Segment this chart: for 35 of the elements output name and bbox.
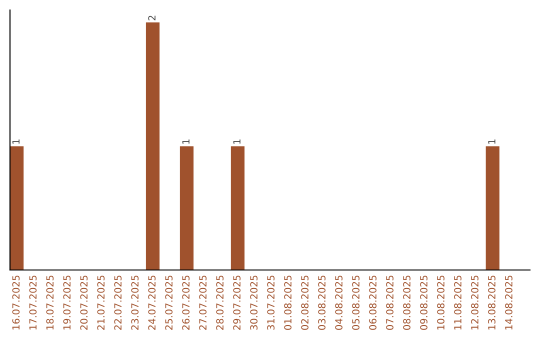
x-tick-label: 26.07.2025 [182,276,190,330]
x-tick-label: 30.07.2025 [250,276,258,330]
x-tick-label: 13.08.2025 [488,276,496,330]
x-tick-label: 31.07.2025 [267,276,275,330]
data-label: 1 [182,140,190,144]
x-tick-label: 16.07.2025 [12,276,20,330]
x-tick-label: 29.07.2025 [233,276,241,330]
x-tick-label: 03.08.2025 [318,276,326,330]
x-tick-label: 07.08.2025 [386,276,394,330]
x-tick-label: 01.08.2025 [284,276,292,330]
x-tick-label: 02.08.2025 [301,276,309,330]
x-tick-label: 25.07.2025 [165,276,173,330]
x-tick-label: 23.07.2025 [131,276,139,330]
x-tick-label: 21.07.2025 [97,276,105,330]
x-tick-label: 08.08.2025 [403,276,410,330]
x-tick-label: 09.08.2025 [420,276,428,330]
x-tick-label: 14.08.2025 [505,276,512,330]
x-tick-label: 05.08.2025 [352,276,360,330]
x-tick-label: 18.07.2025 [46,276,54,330]
x-tick-label: 11.08.2025 [454,276,462,330]
x-tick-label: 17.07.2025 [29,276,37,330]
x-tick-label: 20.07.2025 [80,276,88,330]
x-tick-label: 28.07.2025 [216,276,224,330]
data-label: 1 [12,140,20,144]
x-tick-label: 06.08.2025 [369,276,376,330]
x-tick-label: 27.07.2025 [199,276,207,330]
x-tick-label: 10.08.2025 [437,276,444,330]
x-tick-label: 12.08.2025 [471,276,478,330]
x-tick-label: 04.08.2025 [335,276,342,330]
x-tick-label: 24.07.2025 [148,276,156,330]
data-label: 1 [488,140,496,144]
x-tick-label: 19.07.2025 [63,276,71,330]
data-label: 1 [233,140,240,144]
x-tick-label: 22.07.2025 [114,276,122,330]
data-label: 2 [148,16,156,20]
